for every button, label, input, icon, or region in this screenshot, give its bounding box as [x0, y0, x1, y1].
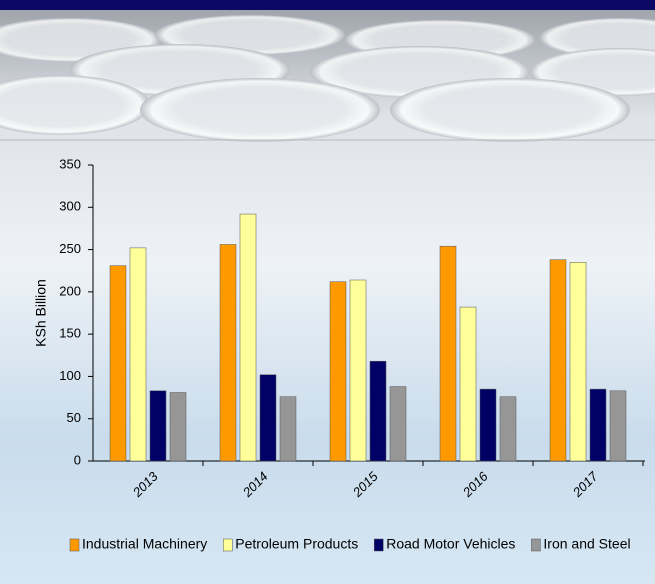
bar [239, 213, 257, 462]
bar [129, 247, 147, 462]
y-axis-label: KSh Billion [33, 279, 49, 347]
legend-swatch [223, 538, 233, 552]
legend-swatch [69, 538, 80, 552]
bar [459, 306, 477, 462]
y-tick-label: 300 [59, 199, 81, 214]
bar [499, 396, 517, 462]
bar [279, 396, 297, 462]
bar [349, 279, 367, 462]
legend-label: Road Motor Vehicles [386, 536, 515, 552]
y-tick-label: 100 [59, 368, 81, 383]
y-tick-label: 50 [67, 410, 81, 425]
bar [109, 265, 127, 462]
bar [389, 386, 407, 462]
y-tick-label: 350 [59, 156, 81, 171]
bar [439, 245, 457, 462]
header-bar [0, 0, 655, 10]
bar [569, 262, 587, 462]
bar [369, 360, 387, 462]
bar [549, 259, 567, 462]
y-tick-label: 150 [59, 326, 81, 341]
bar [149, 390, 167, 462]
bar [589, 388, 607, 462]
bar [609, 390, 627, 462]
legend-swatch [531, 538, 541, 552]
legend-label: Industrial Machinery [82, 536, 207, 552]
bar [479, 388, 497, 462]
y-tick-label: 0 [74, 452, 81, 467]
legend-swatch [373, 538, 384, 552]
y-tick-label: 200 [59, 283, 81, 298]
bar [259, 374, 277, 462]
barrel-photo [0, 15, 655, 142]
y-tick-label: 250 [59, 241, 81, 256]
bar [169, 392, 187, 462]
bar [219, 244, 237, 462]
bar [329, 281, 347, 462]
legend-label: Petroleum Products [235, 536, 358, 552]
legend-label: Iron and Steel [543, 536, 630, 552]
